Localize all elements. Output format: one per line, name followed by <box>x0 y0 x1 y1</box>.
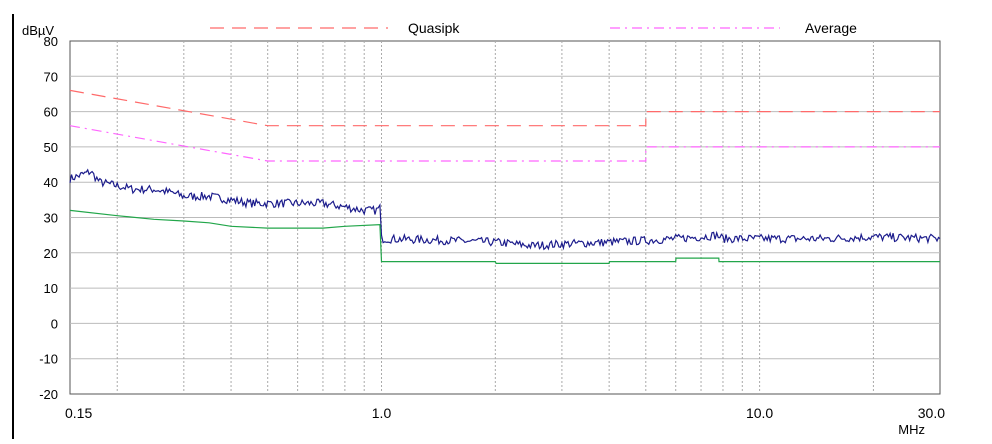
y-tick-label: -20 <box>39 387 58 402</box>
y-tick-label: 80 <box>44 34 58 49</box>
legend-layer: Quasipk Average <box>210 20 857 36</box>
y-tick-label: 30 <box>44 211 58 226</box>
x-tick-label: 10.0 <box>746 405 773 421</box>
legend-label-average: Average <box>805 20 857 36</box>
series-line-4 <box>69 209 940 264</box>
x-tick-label: 0.15 <box>65 405 92 421</box>
y-tick-label: 70 <box>44 69 58 84</box>
series-line-quasipk <box>69 89 940 127</box>
grid-layer <box>69 40 941 395</box>
series-line-3 <box>69 168 941 251</box>
series-layer <box>69 89 941 264</box>
legend-label-quasipk: Quasipk <box>408 20 460 36</box>
y-axis-label: dBµV <box>22 23 54 38</box>
y-tick-label: 10 <box>44 281 58 296</box>
x-tick-label: 30.0 <box>918 405 945 421</box>
y-tick-label: 0 <box>51 316 58 331</box>
y-tick-label: 50 <box>44 140 58 155</box>
y-tick-label: 20 <box>44 246 58 261</box>
series-line-average <box>69 125 940 162</box>
x-tick-label: 1.0 <box>372 405 392 421</box>
left-border-line <box>12 14 14 439</box>
axis-layer: 80 70 60 50 40 30 20 10 0 -10 -20 0.15 1.0 10.0 30.0 dB… <box>22 23 945 437</box>
y-tick-label: 40 <box>44 175 58 190</box>
x-axis-label: MHz <box>898 422 925 437</box>
y-tick-label: 60 <box>44 105 58 120</box>
y-tick-label: -10 <box>39 352 58 367</box>
